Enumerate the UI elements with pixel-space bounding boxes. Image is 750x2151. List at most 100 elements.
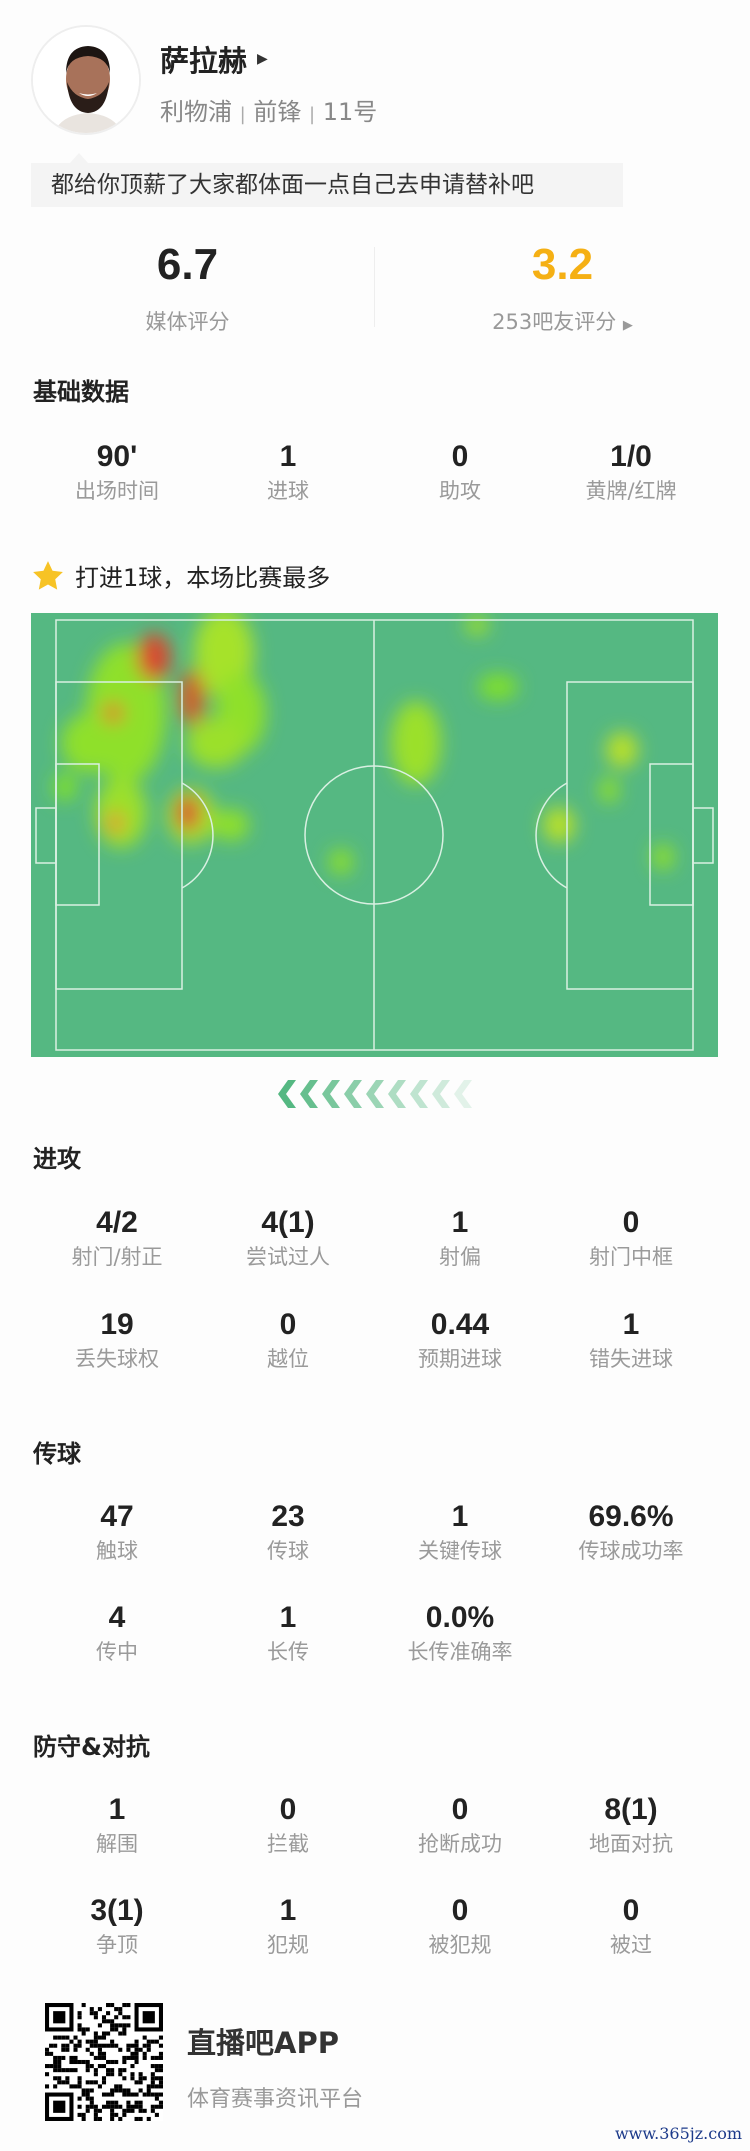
stat-label: 出场时间 (75, 479, 159, 503)
stat-value: 0 (451, 440, 469, 473)
right-penalty-arc (535, 782, 568, 889)
stat-item: 0 越位 (202, 1307, 374, 1373)
caret-right-icon: ▶ (622, 318, 633, 333)
stat-label: 地面对抗 (589, 1832, 673, 1856)
heatmap-blob (465, 615, 489, 635)
stat-label: 黄牌/红牌 (585, 479, 677, 503)
chevron-left-icon (322, 1080, 340, 1108)
stat-item: 0 拦截 (202, 1792, 374, 1858)
chevron-left-icon (388, 1080, 406, 1108)
fan-rating-link[interactable]: 253吧友评分 ▶ (375, 306, 750, 336)
stat-value: 47 (100, 1500, 134, 1533)
stat-item: 0.0% 长传准确率 (374, 1600, 546, 1666)
stat-label: 射门中框 (589, 1245, 673, 1269)
heatmap-blob (179, 670, 205, 726)
stat-value: 0.0% (425, 1601, 495, 1634)
stat-value: 0.44 (430, 1308, 490, 1341)
stat-value: 23 (271, 1500, 305, 1533)
heatmap-blob (137, 633, 171, 681)
stat-label: 关键传球 (418, 1539, 502, 1563)
center-circle (304, 765, 444, 905)
qr-code (45, 2003, 163, 2121)
stat-value: 1 (622, 1308, 640, 1341)
stat-label: 传中 (96, 1640, 138, 1664)
stat-item: 1 关键传球 (374, 1499, 546, 1565)
chevron-left-icon (278, 1080, 296, 1108)
stat-item: 23 传球 (202, 1499, 374, 1565)
stat-label: 进球 (267, 479, 309, 503)
fan-rating-value: 3.2 (531, 240, 594, 289)
attack-direction-indicator (276, 1080, 472, 1108)
stat-item: 8(1) 地面对抗 (545, 1792, 717, 1858)
stat-label: 预期进球 (418, 1347, 502, 1371)
stat-value: 1/0 (610, 440, 652, 473)
left-penalty-arc (181, 782, 214, 889)
stat-item: 0.44 预期进球 (374, 1307, 546, 1373)
stat-label: 争顶 (96, 1933, 138, 1957)
player-info: 利物浦 | 前锋 | 11号 (160, 92, 377, 127)
stat-item: 4 传中 (31, 1600, 203, 1666)
stat-value: 0 (622, 1206, 640, 1239)
stat-item: 1 射偏 (374, 1205, 546, 1271)
stat-value: 1 (451, 1206, 469, 1239)
pitch-lines (35, 619, 714, 1051)
stat-value: 69.6% (588, 1500, 674, 1533)
stat-item: 4/2 射门/射正 (31, 1205, 203, 1271)
stat-item: 0 助攻 (374, 439, 546, 505)
stat-value: 4/2 (96, 1206, 138, 1239)
stat-item: 1 犯规 (202, 1893, 374, 1959)
stat-label: 丢失球权 (75, 1347, 159, 1371)
stat-label: 解围 (96, 1832, 138, 1856)
stat-item: 0 被犯规 (374, 1893, 546, 1959)
stat-item: 0 抢断成功 (374, 1792, 546, 1858)
heatmap-layer (53, 613, 674, 875)
stat-label: 拦截 (267, 1832, 309, 1856)
chevron-left-icon (344, 1080, 362, 1108)
stat-label: 传球成功率 (578, 1539, 684, 1563)
stat-label: 被过 (610, 1933, 652, 1957)
stat-item: 47 触球 (31, 1499, 203, 1565)
heatmap-blob (102, 702, 124, 724)
heatmap-blob (95, 778, 147, 848)
highlight-text: 打进1球，本场比赛最多 (75, 564, 331, 592)
left-goal (35, 807, 57, 864)
stat-item: 90' 出场时间 (31, 439, 203, 505)
caret-right-icon: ▶ (257, 51, 268, 67)
heatmap-blob (329, 849, 353, 875)
player-name: 萨拉赫 (160, 44, 248, 78)
heatmap-blob (391, 701, 441, 785)
heatmap-pitch (31, 613, 718, 1057)
stat-item: 1 长传 (202, 1600, 374, 1666)
player-comment: 都给你顶薪了大家都体面一点自己去申请替补吧 (31, 163, 623, 207)
position: 前锋 (253, 98, 302, 126)
stat-value: 1 (279, 1894, 297, 1927)
section-title-basic: 基础数据 (33, 378, 129, 406)
fan-rating[interactable]: 3.2 253吧友评分 ▶ (375, 240, 750, 336)
chevron-left-icon (432, 1080, 450, 1108)
highlight-banner: 打进1球，本场比赛最多 (31, 558, 330, 593)
stat-label: 助攻 (439, 479, 481, 503)
stat-value: 4(1) (261, 1206, 315, 1239)
heatmap-blob (186, 718, 246, 768)
heatmap-blob (213, 809, 249, 841)
heatmap-blob (652, 844, 674, 870)
player-name-link[interactable]: 萨拉赫 ▶ (160, 38, 268, 80)
stat-value: 1 (108, 1793, 126, 1826)
stat-label: 传球 (267, 1539, 309, 1563)
section-title-passing: 传球 (33, 1440, 81, 1468)
stat-value: 0 (622, 1894, 640, 1927)
separator: | (239, 104, 246, 125)
chevron-left-icon (300, 1080, 318, 1108)
stat-item: 0 被过 (545, 1893, 717, 1959)
section-title-defense: 防守&对抗 (33, 1733, 150, 1761)
player-avatar[interactable] (31, 25, 141, 135)
shirt-number: 11号 (322, 98, 378, 126)
stat-item: 1 进球 (202, 439, 374, 505)
team-name: 利物浦 (160, 98, 232, 126)
stat-value: 4 (108, 1601, 126, 1634)
media-rating: 6.7 媒体评分 (0, 240, 375, 336)
heatmap-blob (105, 811, 125, 835)
stat-value: 8(1) (604, 1793, 658, 1826)
chevron-left-icon (410, 1080, 428, 1108)
stat-item: 1 错失进球 (545, 1307, 717, 1373)
